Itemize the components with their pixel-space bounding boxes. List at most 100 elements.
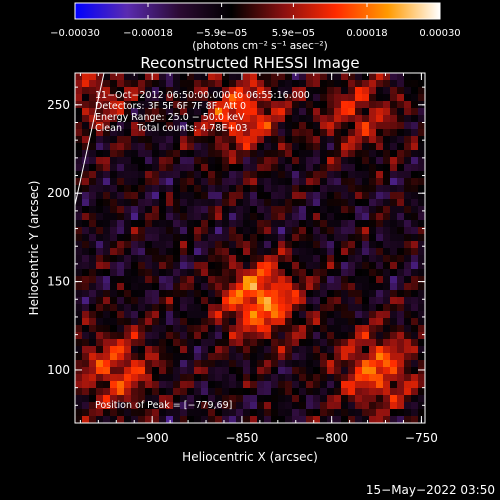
- heatmap-cell: [110, 157, 118, 165]
- heatmap-cell: [341, 409, 349, 417]
- heatmap-cell: [222, 73, 230, 81]
- heatmap-cell: [166, 297, 174, 305]
- heatmap-cell: [194, 374, 202, 382]
- heatmap-cell: [348, 87, 356, 95]
- heatmap-cell: [215, 332, 223, 340]
- heatmap-cell: [411, 325, 419, 333]
- heatmap-cell: [82, 416, 90, 423]
- heatmap-cell: [362, 241, 370, 249]
- heatmap-cell: [285, 346, 293, 354]
- heatmap-cell: [271, 395, 279, 403]
- heatmap-cell: [194, 367, 202, 375]
- heatmap-cell: [159, 353, 167, 361]
- heatmap-cell: [145, 395, 153, 403]
- heatmap-cell: [110, 234, 118, 242]
- heatmap-cell: [222, 150, 230, 158]
- heatmap-cell: [313, 143, 321, 151]
- heatmap-cell: [376, 122, 384, 130]
- heatmap-cell: [243, 332, 251, 340]
- heatmap-cell: [215, 73, 223, 81]
- heatmap-cell: [341, 304, 349, 312]
- heatmap-cell: [306, 304, 314, 312]
- heatmap-cell: [138, 248, 146, 256]
- heatmap-cell: [103, 416, 111, 423]
- heatmap-cell: [411, 115, 419, 123]
- heatmap-cell: [236, 290, 244, 298]
- heatmap-cell: [145, 276, 153, 284]
- heatmap-cell: [208, 73, 216, 81]
- heatmap-cell: [306, 157, 314, 165]
- heatmap-cell: [229, 409, 237, 417]
- heatmap-cell: [355, 87, 363, 95]
- heatmap-cell: [166, 395, 174, 403]
- heatmap-cell: [341, 192, 349, 200]
- heatmap-cell: [236, 73, 244, 81]
- heatmap-cell: [327, 108, 335, 116]
- heatmap-cell: [404, 304, 412, 312]
- heatmap-cell: [222, 416, 230, 423]
- heatmap-cell: [292, 255, 300, 263]
- heatmap-cell: [201, 241, 209, 249]
- heatmap-cell: [117, 129, 125, 137]
- heatmap-cell: [236, 80, 244, 88]
- heatmap-cell: [313, 122, 321, 130]
- heatmap-cell: [187, 255, 195, 263]
- heatmap-cell: [208, 157, 216, 165]
- heatmap-cell: [166, 73, 174, 81]
- heatmap-cell: [215, 206, 223, 214]
- heatmap-cell: [145, 332, 153, 340]
- heatmap-cell: [355, 290, 363, 298]
- heatmap-cell: [96, 311, 104, 319]
- heatmap-cell: [166, 283, 174, 291]
- heatmap-cell: [215, 234, 223, 242]
- heatmap-cell: [250, 388, 258, 396]
- heatmap-cell: [180, 213, 188, 221]
- heatmap-cell: [306, 108, 314, 116]
- heatmap-cell: [397, 381, 405, 389]
- heatmap-cell: [124, 73, 132, 81]
- heatmap-cell: [173, 87, 181, 95]
- heatmap-cell: [138, 227, 146, 235]
- heatmap-cell: [334, 80, 342, 88]
- heatmap-cell: [201, 381, 209, 389]
- heatmap-cell: [131, 87, 139, 95]
- heatmap-cell: [383, 416, 391, 423]
- heatmap-cell: [75, 213, 83, 221]
- heatmap-cell: [187, 101, 195, 109]
- heatmap-cell: [264, 339, 272, 347]
- heatmap-cell: [180, 122, 188, 130]
- x-tick-label: −900: [136, 431, 169, 445]
- heatmap-cell: [138, 332, 146, 340]
- heatmap-cell: [103, 101, 111, 109]
- heatmap-cell: [96, 395, 104, 403]
- heatmap-cell: [411, 164, 419, 172]
- heatmap-cell: [201, 325, 209, 333]
- heatmap-cell: [411, 311, 419, 319]
- heatmap-cell: [82, 367, 90, 375]
- heatmap-cell: [236, 94, 244, 102]
- heatmap-cell: [159, 332, 167, 340]
- heatmap-cell: [110, 150, 118, 158]
- heatmap-cell: [418, 402, 425, 410]
- heatmap-cell: [89, 283, 97, 291]
- heatmap-cell: [173, 276, 181, 284]
- heatmap-cell: [418, 108, 425, 116]
- heatmap-cell: [292, 353, 300, 361]
- heatmap-cell: [348, 143, 356, 151]
- heatmap-cell: [418, 248, 425, 256]
- heatmap-cell: [103, 388, 111, 396]
- heatmap-cell: [96, 353, 104, 361]
- heatmap-cell: [257, 213, 265, 221]
- heatmap-cell: [124, 241, 132, 249]
- heatmap-cell: [390, 381, 398, 389]
- heatmap-cell: [103, 185, 111, 193]
- heatmap-cell: [250, 178, 258, 186]
- heatmap-cell: [131, 136, 139, 144]
- heatmap-cell: [201, 388, 209, 396]
- heatmap-cell: [145, 115, 153, 123]
- heatmap-cell: [201, 353, 209, 361]
- heatmap-cell: [215, 346, 223, 354]
- heatmap-cell: [404, 234, 412, 242]
- heatmap-cell: [320, 283, 328, 291]
- heatmap-cell: [383, 192, 391, 200]
